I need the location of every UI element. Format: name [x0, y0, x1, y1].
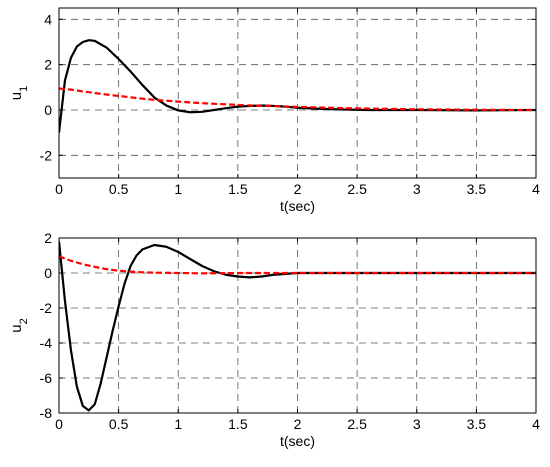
y-tick-label: 0 [44, 102, 52, 118]
y-tick-label: 2 [44, 57, 52, 73]
y-axis-label-subscript: 1 [18, 86, 30, 92]
y-tick-label: -6 [40, 370, 53, 386]
x-axis-label: t(sec) [280, 198, 315, 214]
x-axis-label: t(sec) [280, 433, 315, 449]
x-tick-label: 2.5 [347, 416, 367, 432]
x-tick-label: 0.5 [109, 181, 129, 197]
x-tick-label: 0 [55, 181, 63, 197]
x-tick-label: 3 [413, 181, 421, 197]
y-tick-label: -2 [40, 300, 53, 316]
x-tick-label: 3.5 [467, 181, 487, 197]
y-tick-label: -4 [40, 335, 53, 351]
y-axis-label-main: u [8, 92, 25, 100]
x-tick-label: 2.5 [347, 181, 367, 197]
x-tick-label: 0.5 [109, 416, 129, 432]
x-tick-label: 1.5 [228, 181, 248, 197]
y-tick-label: 0 [44, 265, 52, 281]
x-tick-label: 4 [532, 181, 540, 197]
y-tick-label: 2 [44, 230, 52, 246]
y-tick-label: -2 [40, 147, 53, 163]
y-tick-label: 4 [44, 11, 52, 27]
x-tick-label: 2 [294, 416, 302, 432]
y-axis-label-subscript: 2 [18, 318, 30, 324]
y-axis-label-main: u [8, 324, 25, 332]
x-tick-label: 3.5 [467, 416, 487, 432]
y-axis-label: u1 [8, 86, 30, 100]
x-tick-label: 1 [174, 181, 182, 197]
series-line-1 [59, 241, 536, 412]
x-tick-label: 2 [294, 181, 302, 197]
series-line-1 [59, 39, 536, 133]
x-tick-label: 3 [413, 416, 421, 432]
y-axis-label: u2 [8, 318, 30, 332]
x-tick-label: 0 [55, 416, 63, 432]
y-tick-label: -8 [40, 405, 53, 421]
x-tick-label: 1.5 [228, 416, 248, 432]
x-tick-label: 4 [532, 416, 540, 432]
x-tick-label: 1 [174, 416, 182, 432]
series-line-2 [59, 87, 536, 112]
series-line-2 [59, 255, 536, 275]
